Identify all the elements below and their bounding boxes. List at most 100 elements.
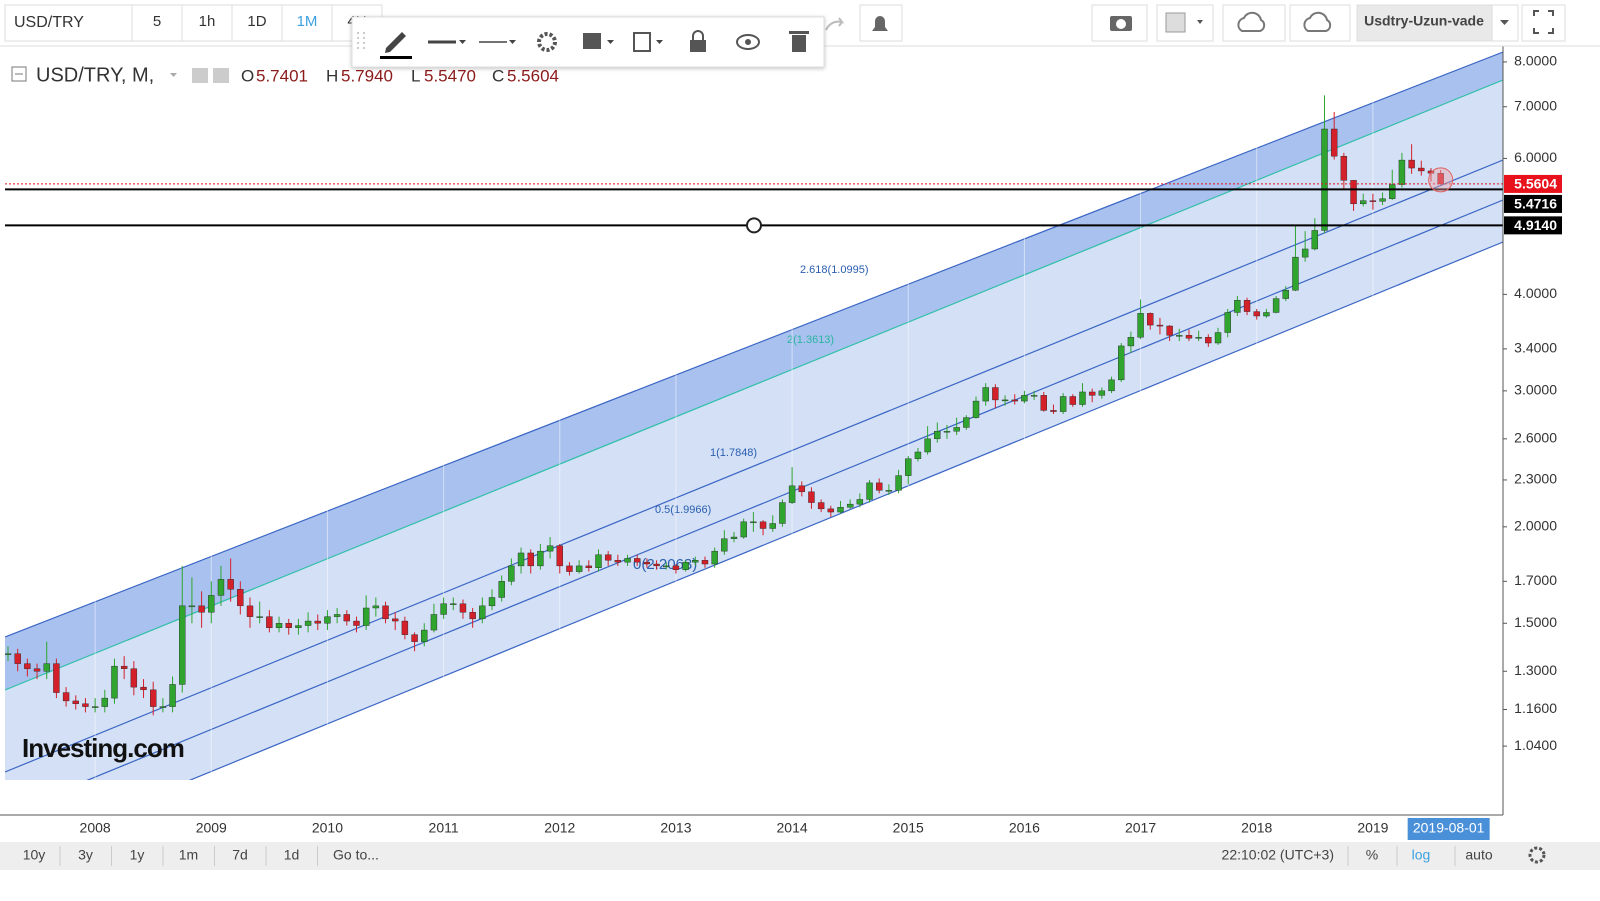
dropdown-arrow — [1197, 20, 1203, 24]
range-button[interactable]: 1m — [179, 847, 198, 863]
candle-body — [517, 552, 525, 567]
candle-body — [169, 684, 176, 707]
candle-body — [1437, 173, 1444, 185]
interval-button[interactable] — [131, 4, 183, 42]
candle-body — [905, 458, 912, 476]
scale-option[interactable]: % — [1366, 847, 1378, 863]
line-handle[interactable] — [746, 217, 762, 234]
interval-label: 1M — [297, 13, 318, 30]
candle-body — [885, 490, 893, 492]
candle-body — [1088, 391, 1096, 396]
candle-body — [401, 620, 409, 635]
y-tick-label: 1.7000 — [1514, 572, 1557, 588]
dropdown-arrow — [656, 40, 663, 44]
candle-body — [120, 665, 128, 669]
candle-body — [488, 597, 496, 607]
candle-body — [866, 482, 873, 500]
candle-body — [130, 668, 138, 688]
candle-body — [353, 620, 360, 626]
candle-body — [450, 603, 457, 605]
pencil-icon[interactable] — [385, 32, 406, 53]
range-button[interactable]: 1y — [130, 847, 145, 863]
candle-body — [643, 561, 651, 565]
candle-body — [1205, 337, 1212, 344]
candle-body — [24, 663, 31, 669]
interval-label: 5 — [153, 13, 161, 30]
low-label: L — [411, 66, 420, 85]
delete-icon[interactable] — [792, 35, 806, 52]
dropdown-arrow — [607, 40, 614, 44]
candle-body — [1292, 256, 1299, 291]
candle-body — [5, 653, 12, 655]
y-tick-label: 8.0000 — [1514, 53, 1557, 69]
save-button[interactable] — [1289, 4, 1351, 42]
settings-gear[interactable] — [1528, 846, 1546, 864]
open-label: O — [241, 66, 254, 85]
candle-body — [701, 560, 709, 565]
range-button[interactable]: 3y — [78, 847, 93, 863]
clone-icon[interactable] — [633, 32, 651, 52]
interval-button[interactable] — [181, 4, 233, 42]
lock-icon[interactable] — [690, 40, 706, 52]
candle-body — [827, 508, 835, 513]
visibility-toggle[interactable] — [192, 68, 208, 83]
open-value: 5.7401 — [256, 66, 308, 85]
candle-body — [934, 430, 941, 440]
cloud-download-icon — [1237, 11, 1266, 32]
candle-body — [275, 623, 283, 628]
candle-body — [498, 581, 505, 598]
candle-body — [798, 485, 805, 493]
candle-body — [1408, 159, 1415, 169]
symbol-box[interactable] — [4, 4, 133, 42]
settings-icon[interactable] — [537, 32, 557, 52]
x-tick-label: 2019 — [1357, 820, 1388, 836]
visibility-icon[interactable] — [736, 34, 760, 50]
goto-button[interactable]: Go to... — [333, 847, 379, 863]
candle-body — [1059, 396, 1067, 412]
candle-body — [208, 595, 215, 613]
scale-option[interactable]: auto — [1465, 847, 1492, 863]
candle-body — [575, 565, 583, 572]
candle-body — [759, 521, 767, 529]
candle-body — [1040, 395, 1047, 411]
layers-icon[interactable] — [583, 33, 601, 49]
fullscreen-button[interactable] — [1521, 4, 1566, 42]
range-button[interactable]: 10y — [23, 847, 46, 863]
candle-body — [527, 552, 534, 567]
scale-option[interactable]: log — [1412, 847, 1431, 863]
dropdown-arrow — [170, 73, 177, 77]
load-button[interactable] — [1222, 4, 1286, 42]
candle-body — [72, 700, 79, 704]
candle-body — [914, 451, 922, 459]
candle-body — [1001, 399, 1009, 402]
candle-body — [556, 545, 563, 567]
range-button[interactable]: 1d — [284, 847, 300, 863]
candle-body — [304, 620, 312, 626]
candle-body — [392, 618, 399, 622]
x-tick-label: 2013 — [660, 820, 691, 836]
candle-body — [730, 536, 738, 539]
candle-body — [324, 616, 331, 624]
candle-body — [972, 400, 980, 418]
candle-body — [895, 475, 902, 491]
range-button[interactable]: 7d — [232, 847, 248, 863]
candle-body — [817, 502, 825, 510]
candle-body — [1166, 325, 1173, 336]
collapse-box[interactable] — [11, 66, 27, 82]
candle-body — [982, 387, 989, 402]
candle-body — [421, 629, 428, 642]
interval-button[interactable] — [281, 4, 333, 42]
candle-body — [372, 605, 380, 609]
settings-toggle[interactable] — [213, 68, 229, 83]
candle-body — [285, 623, 292, 628]
candle-body — [1379, 198, 1386, 202]
candle-body — [1224, 312, 1231, 333]
candle-body — [663, 565, 670, 568]
delete-lid — [789, 31, 809, 34]
layout-name-box[interactable] — [1356, 4, 1493, 42]
bottom-bar — [0, 842, 1600, 870]
close-value: 5.5604 — [507, 66, 559, 85]
candle-body — [1147, 313, 1154, 326]
drag-handle[interactable] — [357, 32, 365, 52]
